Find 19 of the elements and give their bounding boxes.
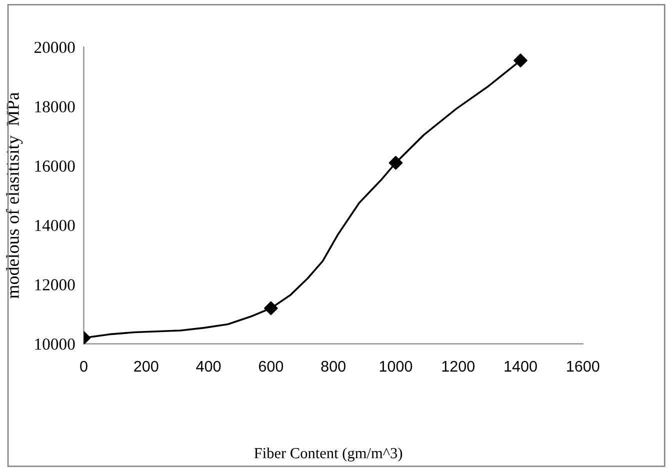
- x-tick-label: 800: [321, 360, 346, 372]
- y-tick-label: 16000: [35, 160, 75, 172]
- x-tick-label: 1400: [504, 360, 537, 372]
- x-tick-label: 600: [258, 360, 284, 372]
- x-tick-label: 400: [196, 360, 221, 372]
- y-tick-label: 18000: [35, 101, 75, 112]
- y-tick-label: 12000: [35, 279, 75, 290]
- y-tick-label: 20000: [34, 42, 75, 54]
- text: Fiber Content (gm/m^3): [254, 448, 402, 462]
- x-tick-label: 1200: [442, 360, 475, 372]
- point: [388, 156, 403, 170]
- x-tick-label: 1000: [380, 360, 412, 372]
- point: [514, 54, 528, 68]
- point: [264, 301, 278, 316]
- y-tick-label: 14000: [35, 220, 75, 232]
- x-tick-label: 1600: [567, 360, 600, 372]
- y-tick-label: 10000: [35, 338, 75, 350]
- x-tick-label: 200: [134, 360, 158, 372]
- x-tick-label: 0: [80, 360, 88, 372]
